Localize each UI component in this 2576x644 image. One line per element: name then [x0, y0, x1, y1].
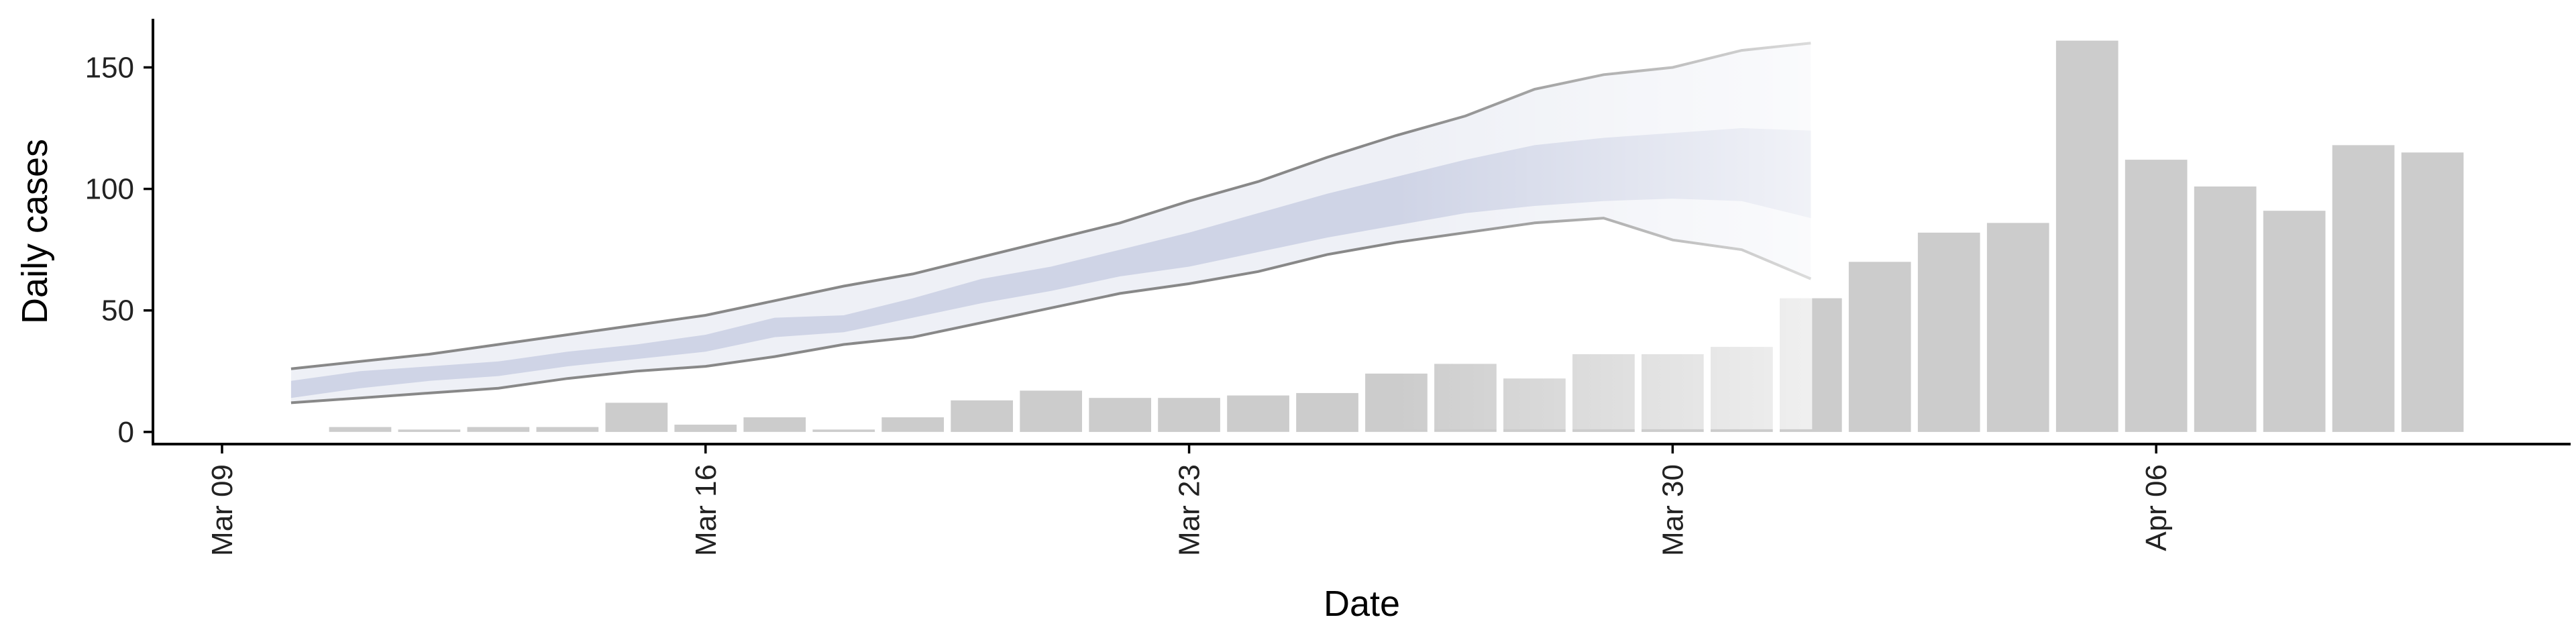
- bar-2020-04-08: [2263, 211, 2326, 432]
- bar-2020-04-07: [2194, 186, 2257, 432]
- bar-2020-04-02: [1848, 262, 1911, 432]
- y-tick-label-100: 100: [85, 173, 134, 206]
- x-ticks: Mar 09 Mar 16 Mar 23 Mar 30 Apr 06: [206, 444, 2173, 556]
- bar-2020-03-21: [1020, 390, 1082, 432]
- bar-2020-03-11: [329, 427, 392, 432]
- bar-2020-03-25: [1296, 392, 1358, 432]
- bar-2020-03-16: [674, 425, 737, 432]
- bar-2020-03-22: [1089, 398, 1151, 432]
- bar-2020-04-09: [2332, 145, 2395, 432]
- bar-2020-03-19: [881, 417, 944, 432]
- bar-2020-03-24: [1227, 395, 1289, 432]
- y-tick-label-150: 150: [85, 51, 134, 84]
- axes-layer: [152, 19, 2571, 445]
- y-ticks: 0 50 100 150: [85, 51, 153, 449]
- x-tick-label-2020-03-09: Mar 09: [206, 464, 239, 556]
- y-tick-label-0: 0: [118, 416, 134, 449]
- bar-2020-03-18: [812, 429, 875, 432]
- bar-2020-03-14: [536, 427, 599, 432]
- x-tick-label-2020-03-30: Mar 30: [1656, 464, 1689, 556]
- y-axis-title: Daily cases: [15, 139, 55, 324]
- bar-2020-04-03: [1917, 232, 1980, 432]
- bar-2020-04-04: [1986, 223, 2049, 432]
- forecast-bands-layer: [290, 19, 1813, 429]
- x-axis-title: Date: [1324, 584, 1400, 624]
- bar-2020-04-10: [2401, 152, 2464, 432]
- bar-2020-04-06: [2125, 160, 2188, 432]
- bar-2020-03-23: [1158, 398, 1220, 432]
- x-tick-label-2020-04-06: Apr 06: [2140, 464, 2173, 551]
- bar-2020-03-17: [743, 417, 806, 432]
- bar-2020-03-13: [467, 427, 530, 432]
- x-tick-label-2020-03-16: Mar 16: [690, 464, 722, 556]
- x-tick-label-2020-03-23: Mar 23: [1173, 464, 1206, 556]
- bar-2020-03-12: [398, 429, 461, 432]
- forecast-fade-overlay: [1396, 19, 1813, 429]
- bar-2020-04-05: [2055, 40, 2118, 432]
- bar-2020-03-15: [605, 402, 668, 432]
- y-tick-label-50: 50: [101, 294, 134, 327]
- bar-2020-03-20: [951, 400, 1013, 432]
